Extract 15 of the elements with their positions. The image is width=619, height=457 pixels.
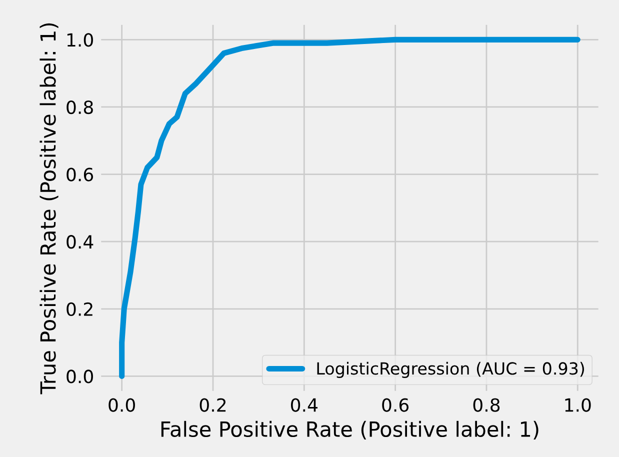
y-tick-label: 0.8	[66, 100, 93, 114]
x-tick-label: 0.2	[200, 398, 226, 412]
x-tick-label: 0.6	[382, 398, 409, 412]
y-tick-label: 1.0	[67, 33, 93, 47]
y-axis-title: True Positive Rate (Positive label: 1)	[40, 23, 58, 394]
x-axis-title: False Positive Rate (Positive label: 1)	[161, 420, 538, 440]
x-tick-label: 1.0	[565, 398, 591, 412]
y-tick-label: 0.0	[66, 370, 93, 384]
y-tick-label: 0.6	[66, 168, 94, 182]
x-tick-label: 0.0	[108, 398, 135, 412]
legend-label: LogisticRegression (AUC = 0.93)	[317, 362, 584, 378]
y-tick-label: 0.2	[66, 302, 92, 316]
y-tick-label: 0.4	[66, 235, 94, 249]
x-tick-label: 0.8	[473, 398, 500, 412]
x-tick-label: 0.4	[290, 398, 318, 412]
